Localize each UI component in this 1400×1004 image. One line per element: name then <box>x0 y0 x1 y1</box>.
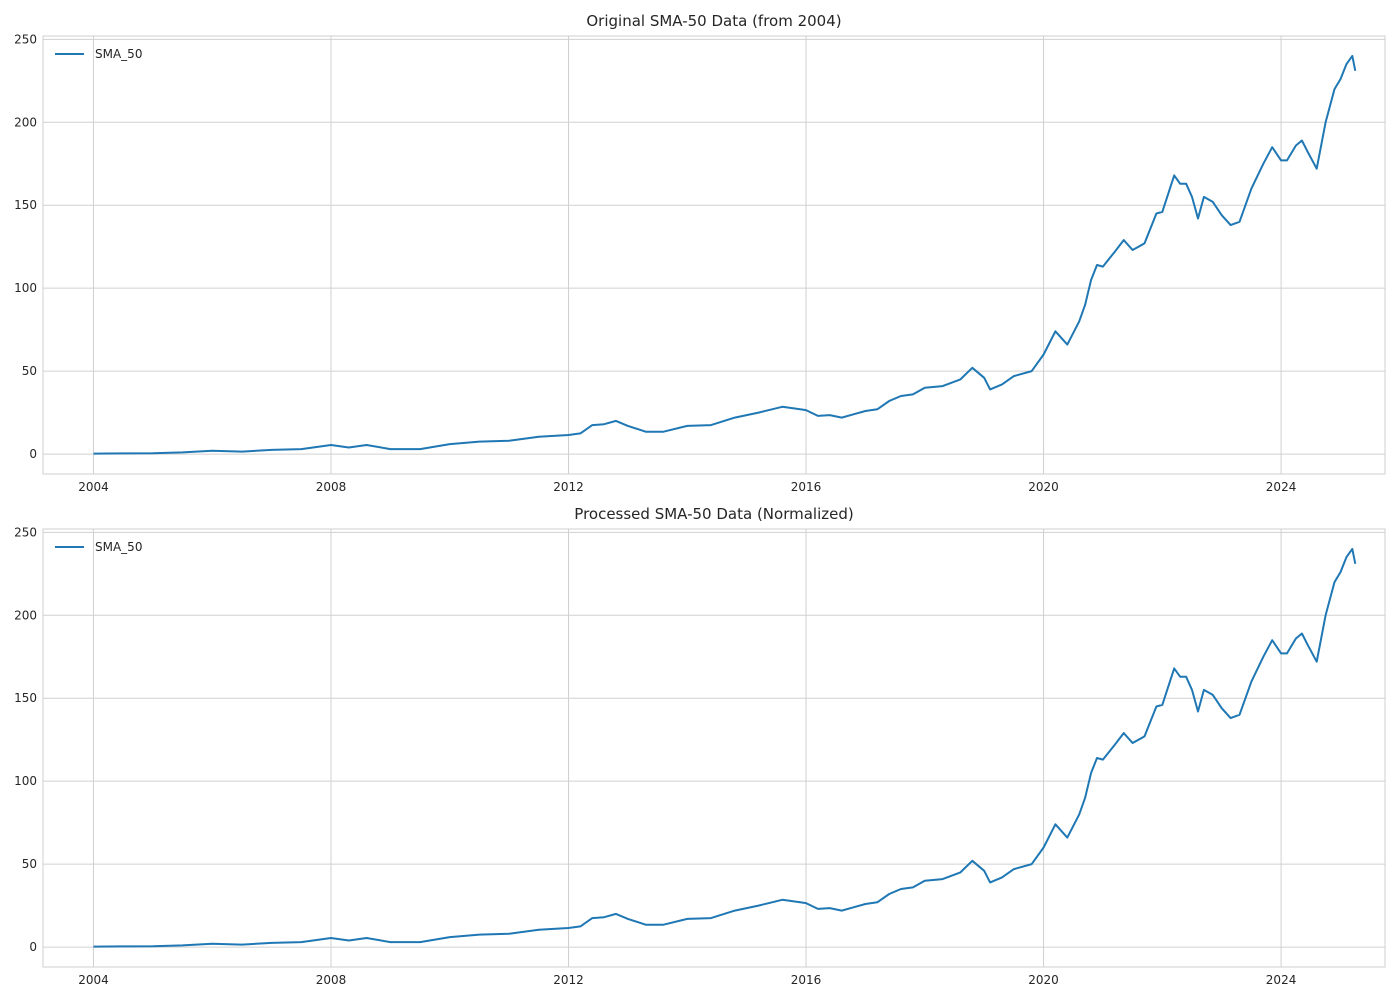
y-tick-label: 100 <box>14 281 37 295</box>
x-tick-label: 2012 <box>553 480 584 494</box>
x-tick-label: 2020 <box>1028 973 1059 987</box>
chart-title: Original SMA-50 Data (from 2004) <box>586 12 841 30</box>
y-tick-label: 150 <box>14 198 37 212</box>
series-line-sma-50 <box>93 547 1357 948</box>
x-tick-label: 2016 <box>791 480 822 494</box>
legend-label: SMA_50 <box>95 47 142 61</box>
x-tick-label: 2004 <box>78 973 109 987</box>
x-tick-label: 2024 <box>1266 480 1297 494</box>
legend-label: SMA_50 <box>95 540 142 554</box>
y-tick-label: 100 <box>14 774 37 788</box>
y-tick-label: 250 <box>14 32 37 46</box>
x-tick-label: 2016 <box>791 973 822 987</box>
x-tick-label: 2024 <box>1266 973 1297 987</box>
y-tick-label: 0 <box>29 447 37 461</box>
x-tick-label: 2008 <box>316 480 347 494</box>
y-tick-label: 0 <box>29 940 37 954</box>
legend: SMA_50 <box>55 540 142 554</box>
chart-title: Processed SMA-50 Data (Normalized) <box>574 505 853 523</box>
chart-panel-2: Processed SMA-50 Data (Normalized) 2004 20… <box>14 505 1386 987</box>
x-tick-label: 2020 <box>1028 480 1059 494</box>
series-line-sma-50 <box>93 54 1357 455</box>
y-tick-label: 200 <box>14 115 37 129</box>
x-tick-label: 2008 <box>316 973 347 987</box>
y-tick-label: 200 <box>14 608 37 622</box>
legend: SMA_50 <box>55 47 142 61</box>
y-tick-label: 150 <box>14 691 37 705</box>
y-tick-label: 50 <box>22 857 37 871</box>
y-tick-label: 50 <box>22 364 37 378</box>
x-tick-label: 2004 <box>78 480 109 494</box>
chart-panel-1: Original SMA-50 Data (from 2004) 2004 2008… <box>14 12 1386 494</box>
plot-frame <box>42 528 1386 968</box>
plot-frame <box>42 35 1386 475</box>
y-tick-label: 250 <box>14 525 37 539</box>
x-tick-label: 2012 <box>553 973 584 987</box>
